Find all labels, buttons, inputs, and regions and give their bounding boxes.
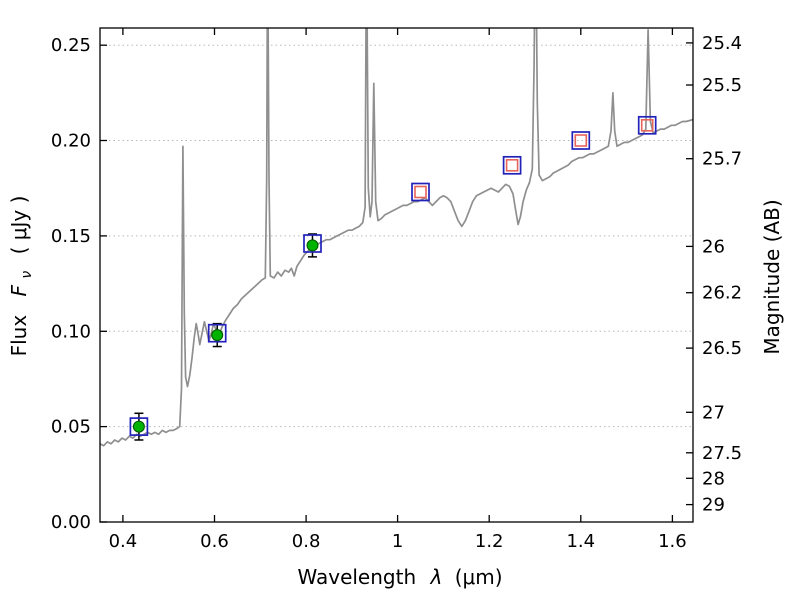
band-average-square	[129, 417, 149, 436]
y-tick-label-left: 0.25	[51, 35, 91, 56]
y-tick-label-right: 25.5	[702, 75, 742, 96]
band-average-square	[637, 115, 657, 135]
band-average-square	[571, 131, 591, 150]
flux-unit: ( μJy )	[7, 196, 31, 255]
y-tick-label-left: 0.15	[51, 226, 91, 247]
y-tick-label-right: 27	[702, 402, 725, 423]
flux-label-text: Flux	[7, 315, 31, 357]
x-tick-label: 1.2	[475, 531, 504, 552]
y-tick-label-left: 0.00	[51, 512, 91, 533]
y-tick-label-left: 0.20	[51, 131, 91, 152]
x-tick-label: 1.4	[566, 531, 595, 552]
y-tick-label-left: 0.10	[51, 321, 91, 342]
x-tick-label: 0.6	[200, 531, 229, 552]
flux-subscript: ν	[19, 271, 35, 279]
y-tick-label-right: 26.5	[702, 338, 742, 359]
observed-photometry-point	[306, 239, 319, 252]
y-tick-label-right: 28	[702, 468, 725, 489]
y-axis-label-right: Magnitude (AB)	[760, 199, 784, 354]
x-tick-label: 0.4	[109, 531, 138, 552]
y-tick-label-right: 27.5	[702, 443, 742, 464]
x-axis-label-text: Wavelength	[297, 565, 416, 589]
y-tick-label-right: 25.7	[702, 149, 742, 170]
spectrum-line	[100, 28, 693, 447]
x-axis-label: Wavelength λ (μm)	[297, 565, 502, 589]
band-average-square	[207, 323, 227, 343]
y-axis-label-left: Flux F ν ( μJy )	[7, 196, 36, 357]
model-photometry-square	[505, 159, 519, 172]
model-photometry-square	[574, 134, 588, 147]
band-average-square	[411, 182, 430, 202]
axes-frame	[99, 27, 694, 523]
band-average-square	[303, 234, 322, 253]
flux-symbol: F	[7, 284, 31, 296]
model-photometry-square	[414, 185, 427, 199]
y-tick-label-right: 26.2	[702, 283, 742, 304]
x-axis-unit: (μm)	[455, 565, 503, 589]
observed-photometry-point	[132, 420, 145, 433]
y-tick-label-right: 26	[702, 236, 725, 257]
plot-area: 0.4 0.6 0.8 1 1.2 1.4 1.6 0.00 0.05 0.10 0.15 0.20 0…	[51, 27, 742, 552]
lambda-symbol: λ	[430, 565, 443, 589]
x-tick-label: 1	[392, 531, 403, 552]
x-tick-label: 0.8	[292, 531, 321, 552]
x-tick-label: 1.6	[658, 531, 687, 552]
observed-photometry-point	[211, 329, 224, 342]
y-tick-label-right: 29	[702, 495, 725, 516]
y-tick-label-left: 0.05	[51, 417, 91, 438]
band-average-square	[502, 155, 522, 175]
model-photometry-square	[640, 119, 654, 132]
y-tick-label-right: 25.4	[702, 33, 742, 54]
